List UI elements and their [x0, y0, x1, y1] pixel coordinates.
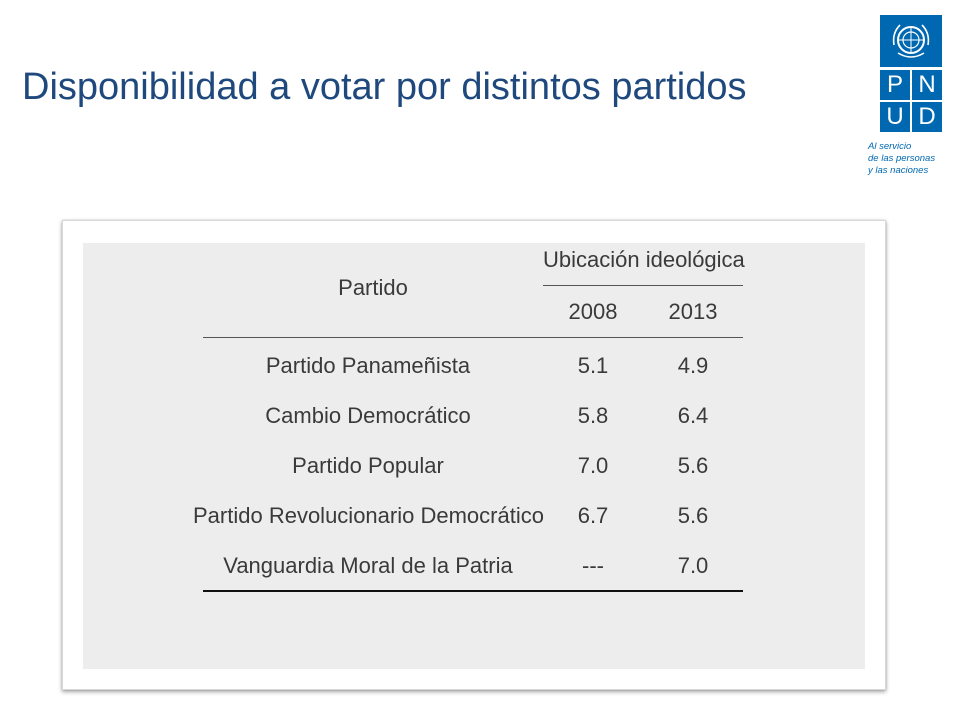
logo-tagline-line: Al servicio: [868, 141, 912, 152]
un-emblem-graphic: [892, 24, 930, 58]
table-bottom-rule: [203, 590, 743, 592]
value-2008: 5.1: [577, 353, 609, 378]
logo-tagline: Al servicio de las personas y las nacion…: [868, 141, 948, 177]
value-2008: 5.8: [577, 403, 609, 428]
party-name: Partido Revolucionario Democrático: [193, 503, 544, 528]
page-title: Disponibilidad a votar por distintos par…: [22, 66, 747, 108]
logo-letter-u: U: [880, 102, 910, 132]
table-image-frame: Partido Ubicación ideológica 2008 2013 P…: [62, 220, 886, 690]
value-2008: 6.7: [577, 503, 609, 528]
header-year-2013: 2013: [668, 299, 718, 324]
un-emblem-icon: [880, 15, 942, 67]
logo-tagline-line: de las personas: [868, 153, 936, 164]
value-2013: 7.0: [677, 553, 709, 578]
value-2013: 5.6: [677, 453, 709, 478]
header-party: Partido: [338, 275, 408, 300]
party-name: Cambio Democrático: [265, 403, 471, 428]
header-ideology: Ubicación ideológica: [543, 247, 745, 272]
value-2008: 7.0: [577, 453, 609, 478]
logo-letter-n: N: [912, 70, 942, 100]
logo-tagline-line: y las naciones: [868, 165, 929, 176]
value-2008: ---: [582, 553, 604, 578]
header-group-rule: [543, 285, 743, 286]
party-name: Partido Panameñista: [265, 353, 471, 378]
party-name: Partido Popular: [292, 453, 444, 478]
ideology-table: Partido Ubicación ideológica 2008 2013 P…: [83, 243, 865, 669]
logo-letter-p: P: [880, 70, 910, 100]
logo-letter-d: D: [912, 102, 942, 132]
header-rule: [203, 337, 743, 338]
party-name: Vanguardia Moral de la Patria: [223, 553, 513, 578]
undp-letter-grid: P N U D: [880, 70, 942, 132]
value-2013: 6.4: [677, 403, 709, 428]
table-panel: Partido Ubicación ideológica 2008 2013 P…: [83, 243, 865, 669]
header-year-2008: 2008: [568, 299, 618, 324]
undp-logo: P N U D Al servicio de las personas y la…: [868, 15, 942, 176]
value-2013: 5.6: [677, 503, 709, 528]
value-2013: 4.9: [677, 353, 709, 378]
